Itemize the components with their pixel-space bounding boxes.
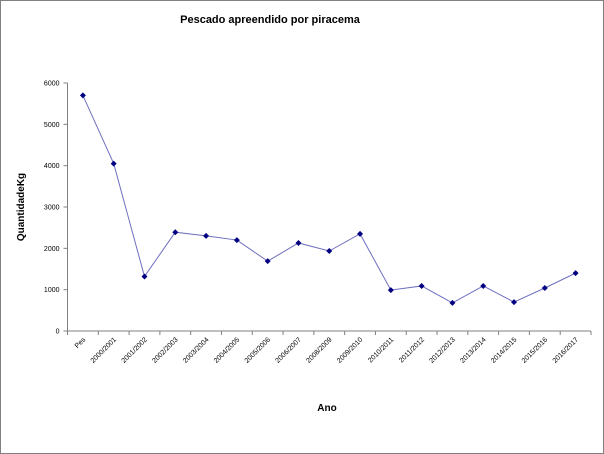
y-tick-label: 2000 — [44, 246, 60, 253]
data-point — [326, 248, 333, 255]
data-point — [79, 92, 86, 99]
y-tick-label: 0 — [56, 329, 60, 336]
data-point — [141, 273, 148, 280]
data-point — [172, 229, 179, 236]
y-tick-label: 4000 — [44, 163, 60, 170]
data-point — [295, 239, 302, 246]
chart-title: Pescado apreendido por piracema — [180, 14, 361, 26]
data-point — [233, 237, 240, 244]
data-point — [480, 282, 487, 289]
y-tick-label: 1000 — [44, 287, 60, 294]
y-tick-label: 3000 — [44, 205, 60, 212]
data-point — [418, 282, 425, 289]
data-point — [264, 258, 271, 265]
y-tick-label: 5000 — [44, 122, 60, 129]
x-axis-label: Ano — [317, 403, 336, 414]
data-point — [110, 160, 117, 167]
data-point — [387, 287, 394, 294]
data-point — [203, 232, 210, 239]
data-point — [449, 299, 456, 306]
data-point — [572, 270, 579, 277]
data-point — [541, 285, 548, 292]
data-point — [511, 299, 518, 306]
data-point — [357, 230, 364, 237]
y-axis-label: QuantidadeKg — [16, 173, 27, 241]
y-tick-label: 6000 — [44, 81, 60, 88]
